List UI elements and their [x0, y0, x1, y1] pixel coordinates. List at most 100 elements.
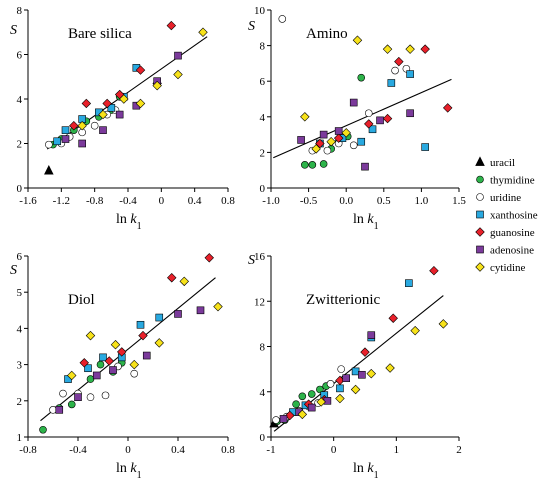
point-guanosine: [394, 56, 404, 67]
point-guanosine: [135, 65, 146, 75]
point-uridine: [272, 416, 280, 424]
point-thymidine: [301, 161, 309, 169]
point-cytidine: [405, 44, 415, 54]
point-guanosine: [102, 98, 112, 109]
point-xanthosine: [107, 104, 116, 112]
x-tick-label: 0.8: [221, 444, 235, 456]
point-adenosine: [55, 406, 64, 414]
point-xanthosine: [405, 279, 413, 287]
legend-item-guanosine: guanosine: [475, 227, 535, 239]
point-uridine: [349, 141, 358, 150]
x-tick-label: 1.5: [452, 195, 466, 207]
y-axis-label: S: [10, 263, 17, 278]
point-uridine: [130, 369, 139, 378]
y-axis-label: S: [248, 19, 255, 34]
point-adenosine: [78, 139, 86, 148]
panel-title: Amino: [306, 26, 348, 42]
x-tick-label: 0: [125, 444, 131, 456]
legend-item-adenosine: adenosine: [476, 245, 534, 257]
point-guanosine: [442, 103, 453, 113]
point-cytidine: [77, 120, 87, 131]
point-cytidine: [173, 69, 183, 80]
regression-line: [273, 78, 452, 159]
x-tick-label: 0: [159, 195, 165, 207]
legend-marker-uridine: [476, 193, 484, 201]
x-tick-label: -1.0: [262, 195, 280, 207]
x-axis-label: ln k1: [353, 212, 379, 232]
y-tick-label: 6: [17, 50, 23, 62]
point-adenosine: [142, 351, 151, 360]
point-cytidine: [410, 325, 420, 336]
x-tick-label: -0.8: [19, 444, 37, 456]
point-cytidine: [67, 370, 77, 381]
x-tick-label: -0.4: [119, 195, 137, 207]
point-cytidine: [382, 44, 393, 54]
y-axis-label: S: [10, 23, 17, 38]
point-adenosine: [361, 162, 369, 171]
x-tick-label: 0.8: [221, 195, 235, 207]
point-cytidine: [352, 35, 363, 45]
legend-label-uridine: uridine: [490, 192, 521, 204]
point-guanosine: [81, 98, 92, 109]
point-cytidine: [316, 397, 326, 407]
point-adenosine: [115, 110, 124, 119]
point-guanosine: [364, 119, 374, 129]
point-xanthosine: [351, 367, 360, 376]
y-tick-label: 2: [17, 139, 23, 151]
legend: uracil thymidine uridine xanthosine guanosin…: [475, 156, 538, 274]
point-adenosine: [376, 116, 384, 125]
point-guanosine: [69, 120, 79, 131]
legend-marker-guanosine: [475, 227, 485, 237]
chart-panel-3: -0.8 -0.4 0 0.4 0.8 1 2 3 4 5 6 Diol Sln k1: [10, 251, 235, 481]
x-tick-label: 0.0: [339, 195, 353, 207]
point-uridine: [86, 393, 95, 401]
legend-label-xanthosine: xanthosine: [490, 210, 538, 222]
y-tick-label: 8: [260, 342, 266, 354]
y-tick-label: 5: [17, 287, 23, 299]
point-cytidine: [341, 128, 351, 138]
point-guanosine: [382, 113, 393, 124]
point-xanthosine: [406, 70, 414, 78]
point-thymidine: [67, 400, 76, 409]
point-cytidine: [152, 80, 162, 91]
point-adenosine: [279, 415, 288, 423]
point-cytidine: [297, 409, 308, 420]
point-cytidine: [179, 276, 189, 287]
y-tick-label: 8: [17, 5, 23, 17]
point-adenosine: [61, 135, 70, 143]
point-guanosine: [420, 44, 430, 54]
point-uridine: [45, 140, 53, 149]
point-xanthosine: [61, 126, 70, 134]
point-cytidine: [135, 98, 146, 109]
point-thymidine: [292, 400, 300, 408]
point-guanosine: [138, 330, 148, 341]
point-adenosine: [74, 393, 82, 401]
point-cytidine: [385, 363, 395, 373]
legend-item-uracil: uracil: [475, 156, 515, 169]
legend-label-thymidine: thymidine: [490, 175, 535, 187]
point-thymidine: [86, 375, 95, 383]
point-guanosine: [429, 265, 439, 276]
x-tick-label: -1.2: [53, 195, 70, 207]
point-uridine: [337, 365, 345, 373]
y-tick-label: 16: [254, 251, 266, 263]
y-tick-label: 4: [17, 94, 23, 106]
chart-panel-1: -1.6 -1.2 -0.8 -0.4 0 0.4 0.8 0 2 4 6 8 Bare silica S…: [10, 5, 235, 232]
point-cytidine: [300, 112, 310, 122]
legend-marker-cytidine: [475, 262, 485, 272]
legend-item-thymidine: thymidine: [476, 175, 535, 187]
point-cytidine: [85, 330, 96, 341]
point-adenosine: [174, 310, 182, 318]
point-cytidine: [154, 338, 164, 348]
point-guanosine: [388, 313, 398, 323]
point-adenosine: [92, 371, 101, 380]
point-guanosine: [104, 356, 114, 366]
point-xanthosine: [84, 364, 92, 373]
point-xanthosine: [357, 137, 366, 146]
point-adenosine: [367, 331, 376, 339]
point-uridine: [59, 389, 67, 398]
point-cytidine: [98, 109, 108, 120]
x-axis-label: ln k1: [116, 212, 142, 232]
